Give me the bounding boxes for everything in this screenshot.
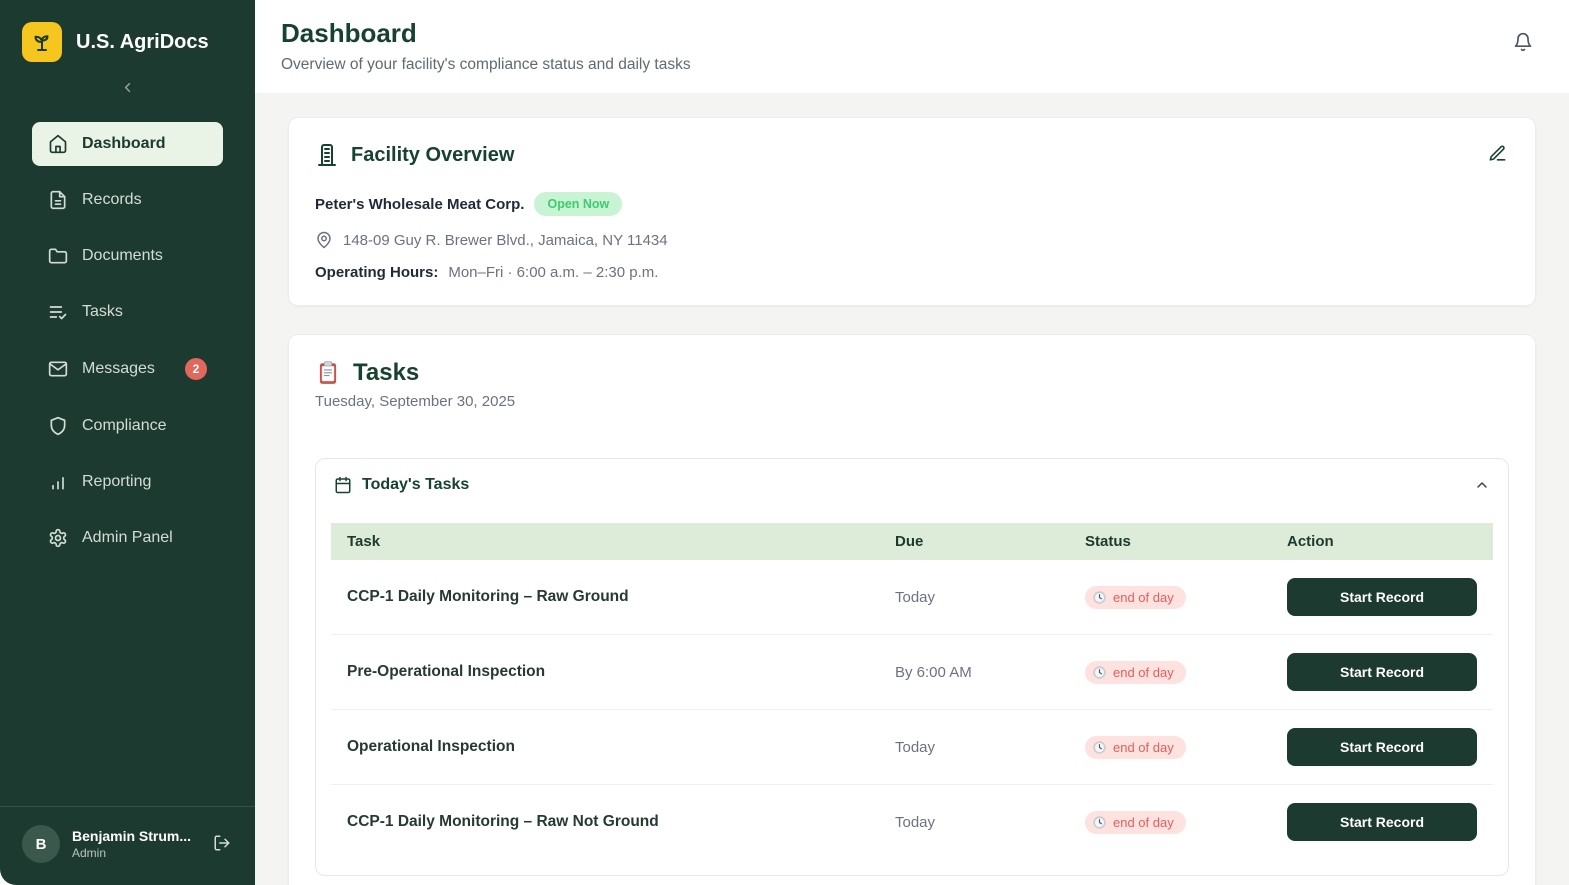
logout-button[interactable] — [211, 832, 233, 857]
sidebar: U.S. AgriDocs Dashboard Records Document… — [0, 0, 255, 885]
column-status: Status — [1085, 533, 1131, 550]
brand-name: U.S. AgriDocs — [76, 30, 209, 53]
table-row: CCP-1 Daily Monitoring – Raw Ground Toda… — [331, 560, 1493, 635]
unread-count-badge: 2 — [185, 358, 207, 380]
avatar: B — [22, 825, 60, 863]
open-status-badge: Open Now — [534, 192, 623, 216]
column-task: Task — [347, 533, 381, 550]
column-action: Action — [1287, 533, 1334, 550]
sidebar-item-compliance[interactable]: Compliance — [32, 404, 223, 448]
pencil-icon — [1489, 145, 1506, 161]
main-area: Dashboard Overview of your facility's co… — [255, 0, 1569, 885]
table-row: Operational Inspection Today end of day … — [331, 709, 1493, 785]
folder-icon — [48, 246, 68, 266]
clipboard-icon — [319, 361, 337, 384]
bell-icon — [1514, 32, 1532, 52]
sidebar-nav: Dashboard Records Documents Tasks Messag… — [0, 122, 255, 560]
table-row: Pre-Operational Inspection By 6:00 AM en… — [331, 634, 1493, 710]
home-icon — [48, 134, 68, 154]
start-record-button[interactable]: Start Record — [1287, 578, 1477, 616]
operating-hours-value: Mon–Fri · 6:00 a.m. – 2:30 p.m. — [448, 264, 659, 281]
table-row: CCP-1 Daily Monitoring – Raw Not Ground … — [331, 785, 1493, 860]
sprout-logo-icon — [22, 22, 62, 62]
sidebar-item-label: Compliance — [82, 417, 167, 434]
sidebar-item-messages[interactable]: Messages 2 — [32, 346, 223, 392]
todays-tasks-header[interactable]: Today's Tasks — [316, 459, 1508, 511]
page-subtitle: Overview of your facility's compliance s… — [281, 56, 691, 73]
task-name: CCP-1 Daily Monitoring – Raw Not Ground — [347, 813, 659, 830]
status-badge: end of day — [1085, 660, 1186, 684]
mail-icon — [48, 359, 68, 379]
notifications-button[interactable] — [1511, 30, 1535, 57]
clock-icon — [1093, 590, 1106, 604]
sidebar-item-label: Tasks — [82, 303, 123, 320]
sidebar-item-admin-panel[interactable]: Admin Panel — [32, 516, 223, 560]
user-role: Admin — [72, 846, 107, 860]
calendar-icon — [335, 476, 351, 494]
facility-name: Peter's Wholesale Meat Corp. — [315, 195, 525, 213]
facility-overview-title: Facility Overview — [351, 143, 515, 166]
file-icon — [48, 190, 68, 210]
list-check-icon — [48, 302, 68, 322]
todays-tasks-table: Task Due Status Action CCP-1 Daily Monit… — [331, 523, 1493, 859]
sidebar-item-documents[interactable]: Documents — [32, 234, 223, 278]
status-badge: end of day — [1085, 810, 1186, 834]
sidebar-item-records[interactable]: Records — [32, 178, 223, 222]
building-icon — [318, 144, 336, 166]
task-due: Today — [895, 813, 936, 831]
sidebar-collapse-button[interactable] — [118, 78, 137, 100]
sidebar-item-reporting[interactable]: Reporting — [32, 460, 223, 504]
status-badge: end of day — [1085, 585, 1186, 609]
operating-hours-label: Operating Hours: — [315, 264, 439, 281]
start-record-button[interactable]: Start Record — [1287, 803, 1477, 841]
sidebar-item-label: Records — [82, 191, 142, 208]
map-pin-icon — [315, 231, 333, 249]
todays-tasks-panel: Today's Tasks Task Due Status — [315, 458, 1509, 876]
start-record-button[interactable]: Start Record — [1287, 728, 1477, 766]
chevron-up-icon — [1474, 477, 1490, 493]
bar-chart-icon — [48, 472, 68, 492]
task-due: By 6:00 AM — [879, 634, 1069, 710]
user-name: Benjamin Strum... — [72, 828, 192, 844]
logout-icon — [214, 835, 230, 850]
tasks-date: Tuesday, September 30, 2025 — [315, 393, 516, 410]
brand: U.S. AgriDocs — [0, 0, 255, 62]
column-due: Due — [895, 533, 924, 550]
tasks-title: Tasks — [353, 359, 420, 386]
sidebar-item-label: Reporting — [82, 473, 152, 490]
table-header-row: Task Due Status Action — [331, 523, 1493, 560]
gear-icon — [48, 528, 68, 548]
todays-tasks-title: Today's Tasks — [362, 476, 470, 493]
clock-icon — [1093, 665, 1106, 679]
task-name: Operational Inspection — [331, 709, 879, 785]
sidebar-item-label: Dashboard — [82, 135, 166, 152]
facility-address: 148-09 Guy R. Brewer Blvd., Jamaica, NY … — [343, 231, 668, 249]
task-name: Pre-Operational Inspection — [331, 634, 879, 710]
sidebar-item-dashboard[interactable]: Dashboard — [32, 122, 223, 166]
facility-overview-card: Facility Overview Peter's Wholesale Meat… — [288, 117, 1536, 306]
edit-facility-button[interactable] — [1486, 142, 1509, 168]
task-due: Today — [879, 709, 1069, 785]
task-name: CCP-1 Daily Monitoring – Raw Ground — [331, 560, 879, 635]
user-panel: B Benjamin Strum... Admin — [0, 806, 255, 885]
sidebar-item-tasks[interactable]: Tasks — [32, 290, 223, 334]
task-due: Today — [879, 560, 1069, 635]
shield-icon — [48, 416, 68, 436]
content: Facility Overview Peter's Wholesale Meat… — [255, 93, 1569, 885]
start-record-button[interactable]: Start Record — [1287, 653, 1477, 691]
clock-icon — [1093, 740, 1106, 754]
sidebar-item-label: Documents — [82, 247, 163, 264]
top-bar: Dashboard Overview of your facility's co… — [255, 0, 1569, 93]
tasks-card: Tasks Tuesday, September 30, 2025 Today'… — [288, 334, 1536, 885]
page-title: Dashboard — [281, 18, 417, 48]
clock-icon — [1093, 815, 1106, 829]
sidebar-item-label: Messages — [82, 360, 155, 377]
status-badge: end of day — [1085, 735, 1186, 759]
sidebar-item-label: Admin Panel — [82, 529, 173, 546]
